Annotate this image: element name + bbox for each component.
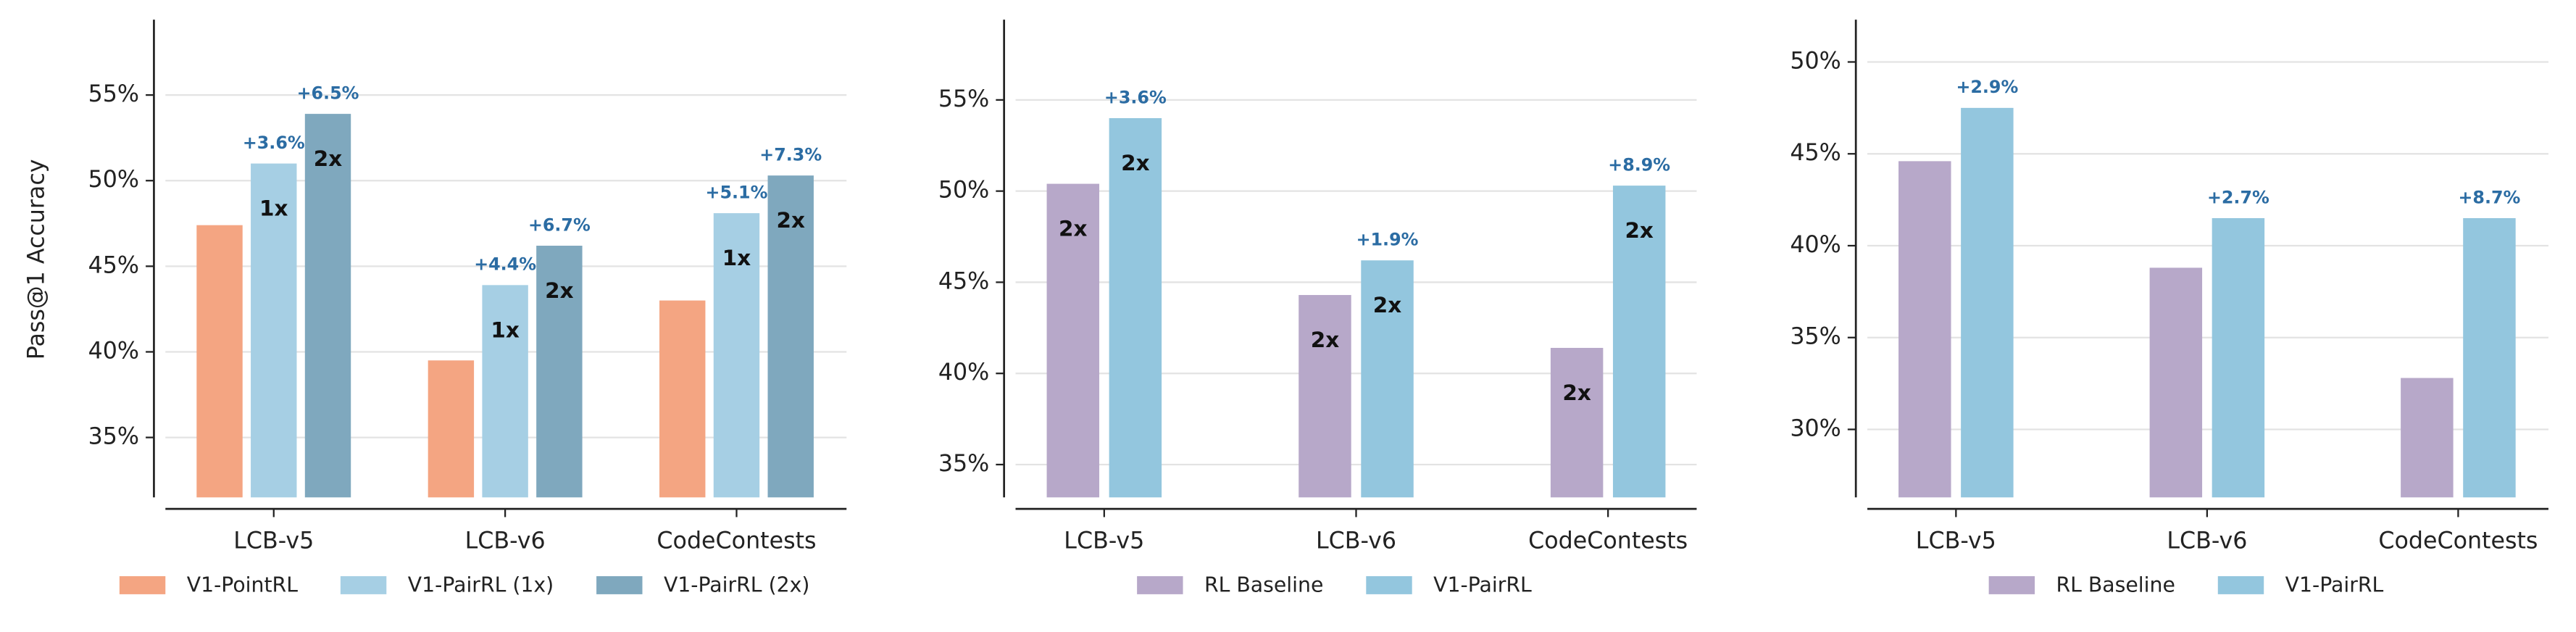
bar-label: 2x bbox=[1121, 151, 1149, 175]
y-tick-label: 45% bbox=[1790, 140, 1841, 166]
bar bbox=[536, 246, 583, 498]
y-tick-label: 50% bbox=[938, 178, 989, 204]
bar bbox=[251, 163, 297, 498]
y-tick-label: 30% bbox=[1790, 415, 1841, 441]
bar bbox=[767, 175, 814, 498]
gain-label: +1.9% bbox=[1356, 230, 1419, 250]
gain-label: +8.9% bbox=[1608, 154, 1670, 175]
gain-label: +3.6% bbox=[243, 133, 305, 153]
bar-label: 2x bbox=[545, 278, 573, 303]
bar-label: 2x bbox=[1562, 381, 1591, 405]
y-tick-label: 45% bbox=[938, 268, 989, 294]
legend-swatch bbox=[340, 575, 387, 594]
y-tick-label: 40% bbox=[88, 338, 139, 364]
bar bbox=[2463, 217, 2516, 498]
gain-label: +4.4% bbox=[474, 254, 536, 275]
y-tick-label: 55% bbox=[938, 86, 989, 112]
legend-swatch bbox=[1366, 575, 1412, 594]
bar bbox=[196, 225, 243, 498]
y-tick-label: 55% bbox=[88, 81, 139, 107]
bar-label: 2x bbox=[776, 208, 804, 233]
legend-label: V1-PairRL bbox=[1433, 573, 1532, 597]
legend-label: RL Baseline bbox=[2056, 573, 2175, 597]
y-tick-label: 50% bbox=[88, 167, 139, 193]
bar-label: 2x bbox=[1059, 217, 1087, 241]
bar-label: 2x bbox=[1625, 218, 1653, 243]
gain-label: +6.7% bbox=[528, 215, 591, 235]
bar bbox=[1550, 347, 1604, 498]
bar bbox=[428, 360, 475, 498]
bar bbox=[1299, 295, 1351, 498]
y-tick-label: 35% bbox=[938, 451, 989, 477]
bar bbox=[1612, 186, 1666, 498]
bar-label: 1x bbox=[722, 246, 751, 270]
gain-label: +8.7% bbox=[2459, 187, 2521, 207]
x-tick-label: LCB-v5 bbox=[1916, 528, 1996, 554]
x-tick-label: LCB-v6 bbox=[2167, 528, 2247, 554]
legend-swatch bbox=[1988, 575, 2035, 594]
y-tick-label: 35% bbox=[88, 424, 139, 450]
legend-label: RL Baseline bbox=[1204, 573, 1323, 597]
bar bbox=[713, 213, 760, 498]
y-tick-label: 40% bbox=[1790, 232, 1841, 258]
legend-swatch bbox=[596, 575, 643, 594]
x-tick-label: CodeContests bbox=[1528, 528, 1688, 554]
gain-label: +2.9% bbox=[1956, 77, 2018, 97]
y-tick-label: 45% bbox=[88, 252, 139, 278]
legend-swatch bbox=[1137, 575, 1183, 594]
bar bbox=[1109, 118, 1162, 498]
x-tick-label: LCB-v5 bbox=[233, 528, 314, 554]
y-tick-label: 35% bbox=[1790, 324, 1841, 350]
gain-label: +7.3% bbox=[759, 144, 822, 165]
bar bbox=[1898, 161, 1951, 498]
bar-label: 2x bbox=[1373, 293, 1401, 317]
legend-swatch bbox=[119, 575, 166, 594]
legend-swatch bbox=[2217, 575, 2264, 594]
x-tick-label: LCB-v5 bbox=[1064, 528, 1144, 554]
legend-label: V1-PointRL bbox=[187, 573, 298, 597]
legend-label: V1-PairRL (1x) bbox=[408, 573, 554, 597]
bar bbox=[2212, 217, 2265, 498]
bar-label: 2x bbox=[314, 146, 342, 171]
y-tick-label: 50% bbox=[1790, 48, 1841, 74]
y-tick-label: 40% bbox=[938, 359, 989, 386]
bar bbox=[482, 285, 528, 498]
legend-label: V1-PairRL (2x) bbox=[664, 573, 809, 597]
bar-label: 1x bbox=[259, 196, 288, 221]
gain-label: +5.1% bbox=[706, 182, 768, 202]
bar bbox=[659, 300, 706, 498]
bar bbox=[1361, 260, 1414, 498]
x-tick-label: CodeContests bbox=[2378, 528, 2538, 554]
bar bbox=[2149, 267, 2203, 498]
x-tick-label: LCB-v6 bbox=[465, 528, 546, 554]
legend-label: V1-PairRL bbox=[2285, 573, 2384, 597]
gain-label: +3.6% bbox=[1104, 87, 1167, 107]
bar bbox=[1961, 107, 2014, 498]
bar-label: 2x bbox=[1311, 328, 1339, 352]
bar bbox=[2401, 378, 2454, 498]
bar bbox=[1046, 183, 1100, 498]
bar-label: 1x bbox=[491, 317, 519, 342]
y-axis-label: Pass@1 Accuracy bbox=[24, 159, 50, 360]
gain-label: +6.5% bbox=[297, 83, 359, 103]
gain-label: +2.7% bbox=[2207, 187, 2269, 207]
x-tick-label: LCB-v6 bbox=[1316, 528, 1396, 554]
bar bbox=[304, 114, 351, 498]
x-tick-label: CodeContests bbox=[656, 528, 816, 554]
